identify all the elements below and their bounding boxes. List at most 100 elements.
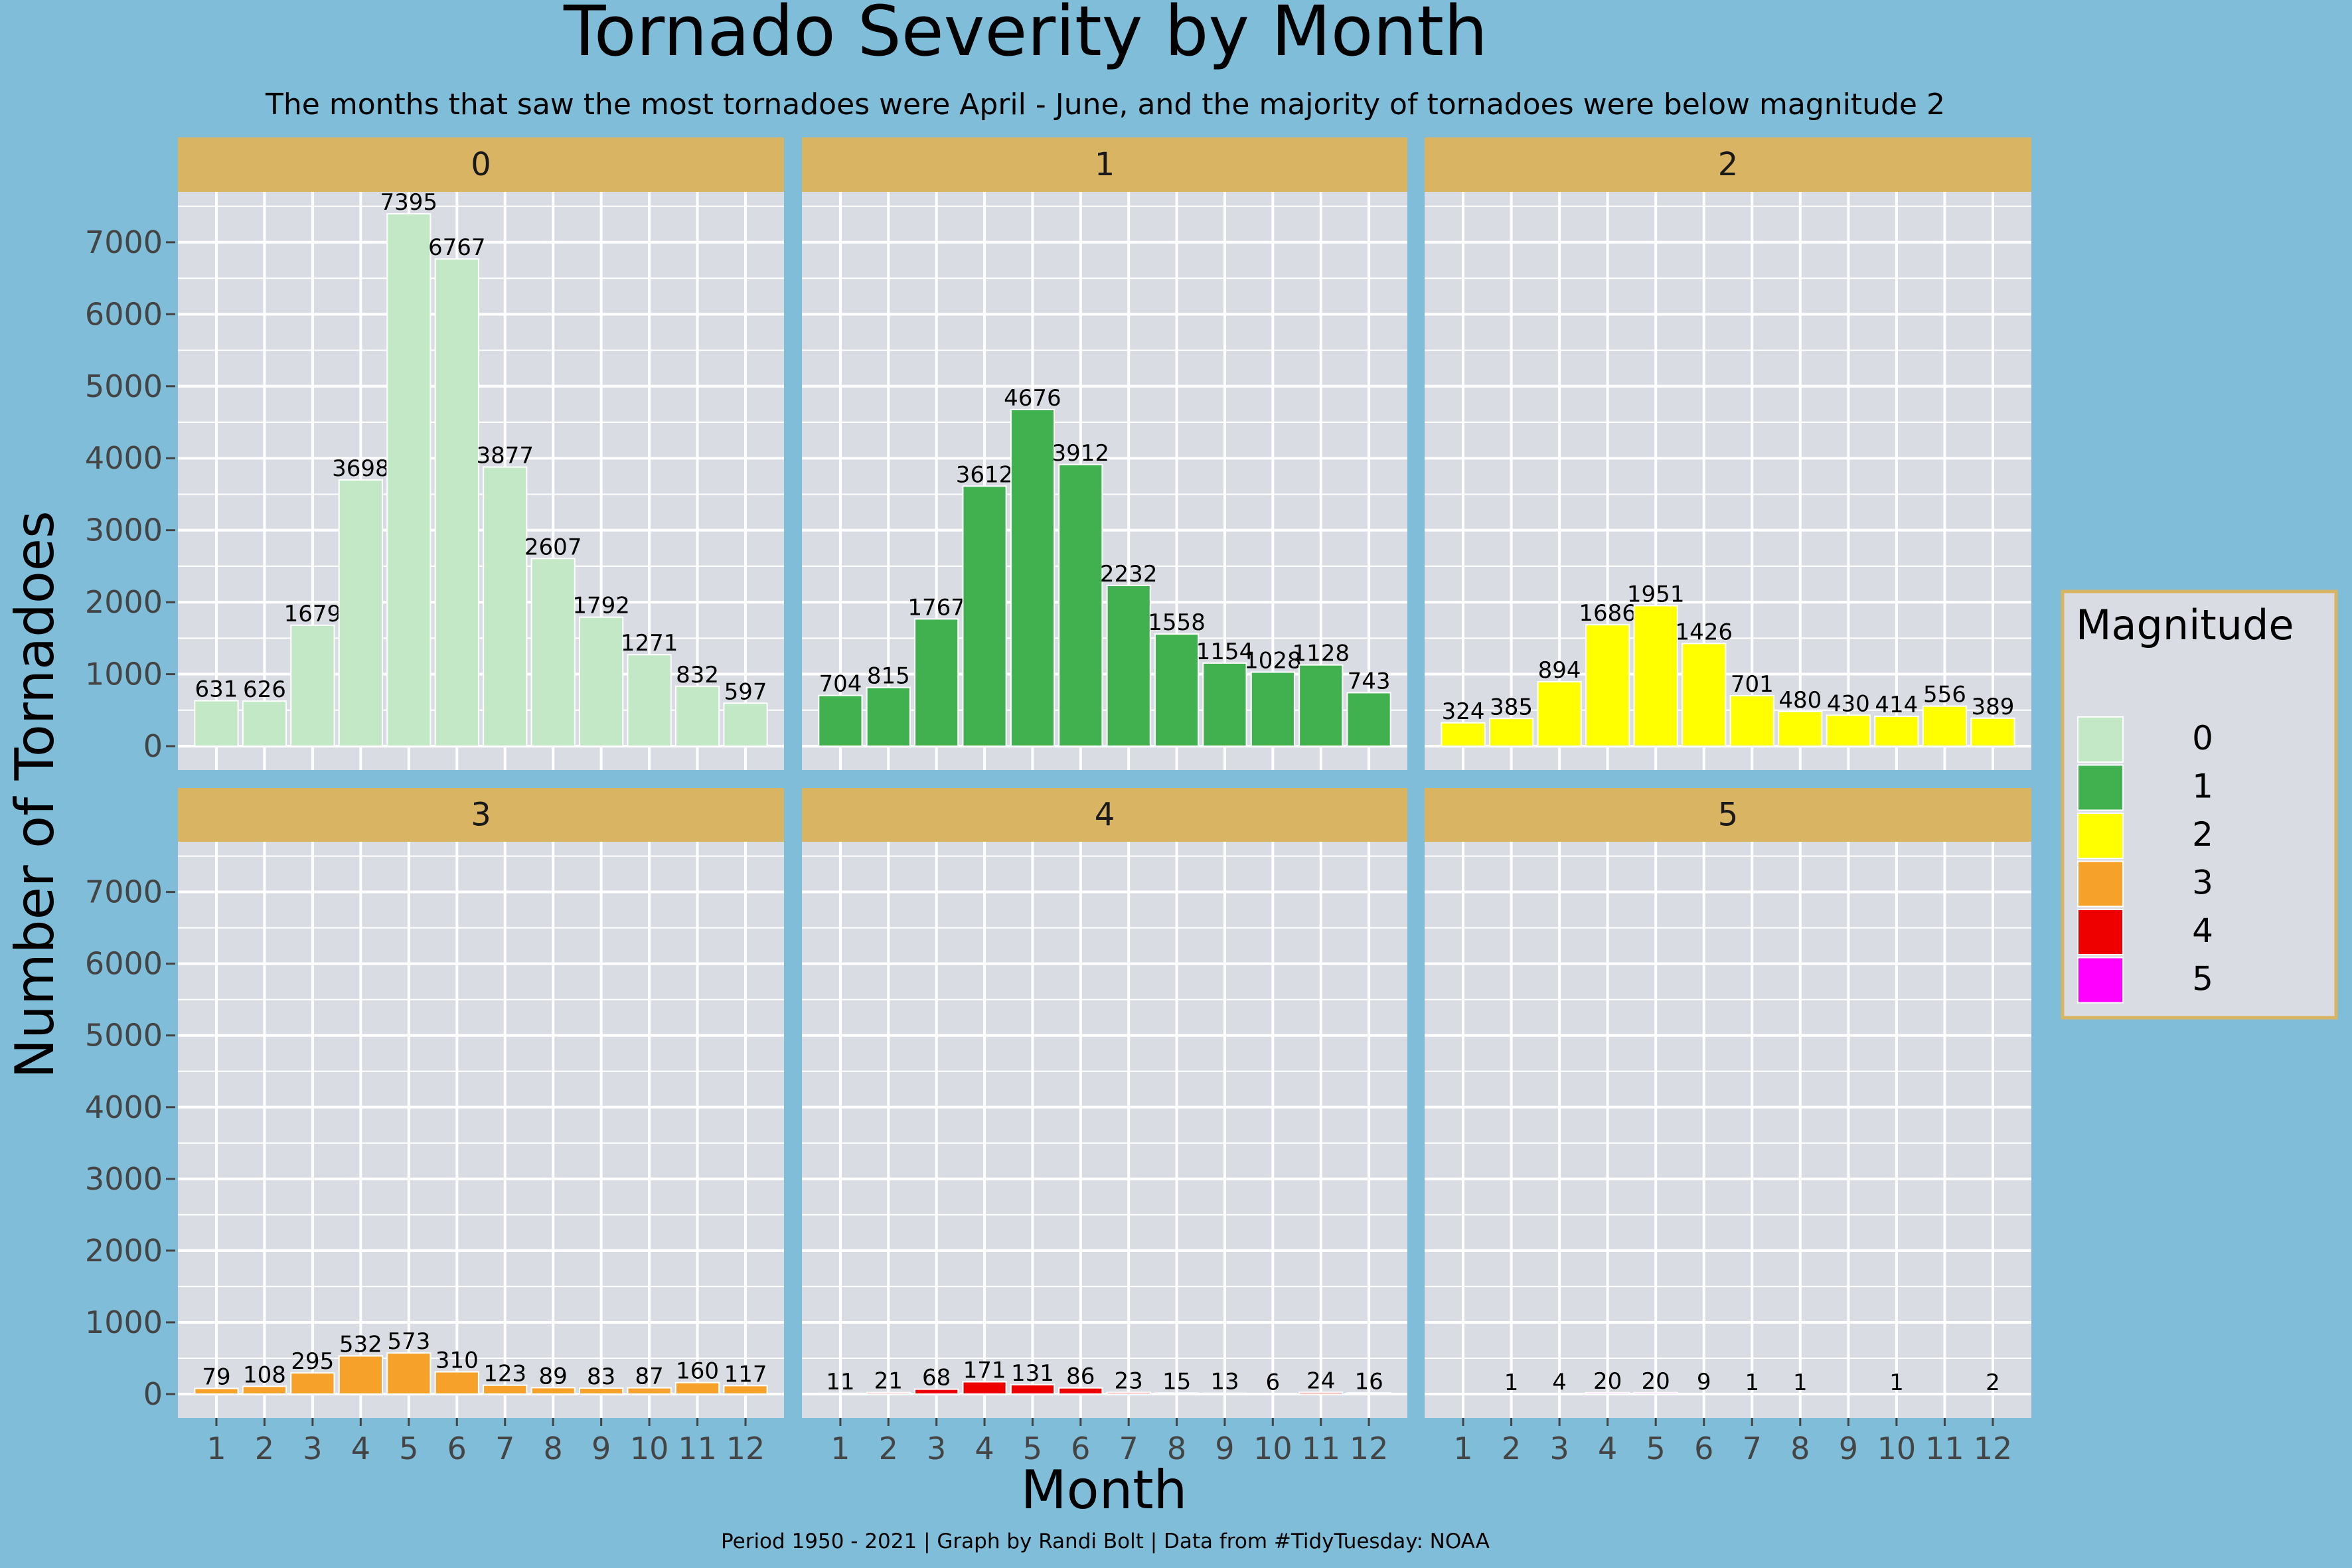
data-label: 480 (1778, 687, 1822, 714)
facet-strip (1425, 137, 2031, 192)
data-label: 3698 (332, 455, 390, 482)
x-tick-label: 1 (206, 1431, 226, 1466)
x-tick-label: 6 (447, 1431, 467, 1466)
x-tick-label: 11 (678, 1431, 717, 1466)
legend: Magnitude 0 1 2 3 4 5 (2061, 589, 2338, 1020)
bar (1970, 717, 2015, 747)
bar (290, 1372, 335, 1395)
data-label: 1028 (1244, 648, 1302, 674)
bar (1729, 1393, 1774, 1395)
bar (1874, 1393, 1919, 1395)
data-label: 89 (539, 1363, 568, 1389)
x-tick-label: 7 (1119, 1431, 1138, 1466)
bar (1970, 1393, 2015, 1395)
data-label: 2232 (1100, 561, 1158, 588)
legend-label: 5 (2192, 960, 2213, 998)
data-label: 83 (587, 1364, 615, 1390)
x-tick-label: 6 (1071, 1431, 1090, 1466)
y-tick-label: 7000 (85, 874, 163, 910)
bar (1106, 1391, 1151, 1395)
bar (914, 1388, 959, 1395)
chart-caption: Period 1950 - 2021 | Graph by Randi Bolt… (721, 1529, 1490, 1553)
facet-strip (1425, 788, 2031, 842)
data-label: 1128 (1292, 641, 1350, 667)
x-tick-label: 3 (303, 1431, 322, 1466)
data-label: 1 (1504, 1370, 1519, 1396)
data-label: 389 (1972, 694, 2015, 720)
facet-strip-label: 2 (1718, 146, 1739, 183)
bar (386, 213, 431, 747)
bar (1298, 1391, 1344, 1395)
legend-swatch (2077, 764, 2124, 811)
bar (1106, 584, 1151, 747)
bar (674, 685, 720, 747)
bar (1488, 1393, 1534, 1395)
bar (866, 686, 911, 747)
y-tick-label: 5000 (85, 368, 163, 404)
data-label: 573 (387, 1328, 430, 1355)
facet-strip-label: 4 (1095, 797, 1115, 834)
bar (579, 616, 624, 747)
data-label: 24 (1306, 1368, 1335, 1394)
legend-label: 2 (2192, 815, 2213, 854)
y-tick-label: 3000 (85, 512, 163, 548)
y-tick-label: 6000 (85, 946, 163, 982)
facet-strip (802, 788, 1407, 842)
legend-swatch (2077, 716, 2124, 763)
y-tick-label: 3000 (85, 1161, 163, 1197)
data-label: 4 (1552, 1370, 1567, 1396)
y-tick-label: 7000 (85, 224, 163, 260)
legend-label: 0 (2192, 719, 2213, 757)
data-label: 68 (922, 1365, 951, 1391)
y-tick-label: 2000 (85, 584, 163, 620)
bar (866, 1391, 911, 1395)
x-tick-label: 4 (975, 1431, 994, 1466)
bar (962, 485, 1007, 747)
x-tick-label: 5 (1646, 1431, 1666, 1466)
bar (1250, 671, 1295, 747)
data-label: 626 (243, 676, 286, 703)
data-label: 3912 (1052, 440, 1110, 467)
facet-panel-0: 0 631 626 1679 3698 7395 6767 3877 2607 1792 1271 8… (178, 137, 784, 770)
y-tick-label: 1000 (85, 1304, 163, 1340)
chart-title: Tornado Severity by Month (563, 0, 1488, 72)
x-tick-label: 6 (1694, 1431, 1713, 1466)
bar (627, 1387, 672, 1395)
bar (1346, 1392, 1391, 1395)
bar (1682, 1393, 1727, 1395)
data-label: 7395 (380, 189, 438, 216)
bar (530, 558, 576, 747)
x-tick-label: 9 (1839, 1431, 1858, 1466)
x-tick-label: 10 (1877, 1431, 1917, 1466)
data-label: 701 (1731, 671, 1774, 698)
x-tick-label: 4 (1598, 1431, 1617, 1466)
x-tick-label: 7 (495, 1431, 514, 1466)
legend-label: 3 (2192, 864, 2213, 902)
bar (1826, 714, 1871, 747)
legend-title: Magnitude (2076, 601, 2294, 649)
bar (434, 258, 479, 747)
x-tick-label: 10 (1253, 1431, 1293, 1466)
data-label: 1951 (1627, 581, 1685, 607)
data-label: 131 (1011, 1360, 1054, 1387)
legend-label: 4 (2192, 911, 2213, 950)
bar (962, 1381, 1007, 1395)
bar (723, 702, 768, 747)
data-label: 20 (1593, 1368, 1622, 1395)
bar (1585, 624, 1630, 747)
bar (1010, 1383, 1056, 1395)
data-label: 9 (1697, 1369, 1711, 1395)
facet-strip-label: 3 (471, 797, 491, 834)
x-tick-label: 5 (399, 1431, 418, 1466)
data-label: 87 (635, 1364, 663, 1390)
facet-strip-label: 1 (1095, 146, 1115, 183)
x-tick-label: 12 (1974, 1431, 2013, 1466)
bar (1202, 662, 1247, 747)
data-label: 3612 (956, 461, 1014, 488)
x-tick-label: 9 (1215, 1431, 1234, 1466)
bar (914, 618, 959, 747)
data-label: 108 (243, 1362, 286, 1388)
y-tick-label: 4000 (85, 1089, 163, 1125)
